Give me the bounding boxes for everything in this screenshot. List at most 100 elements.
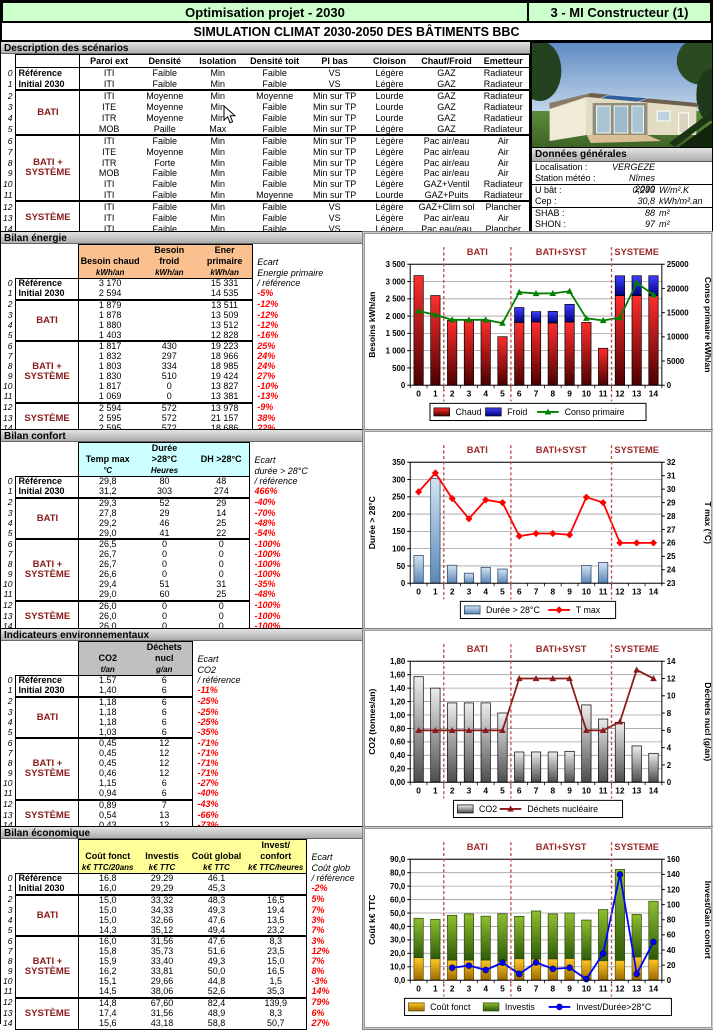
ecart-value[interactable]: -25%: [197, 707, 219, 717]
cell[interactable]: Faible: [262, 146, 287, 157]
cell[interactable]: 52: [135, 496, 193, 509]
cell[interactable]: 31,56: [150, 1008, 174, 1018]
cell[interactable]: 1 878: [77, 310, 142, 321]
cell[interactable]: [244, 872, 308, 884]
row-index[interactable]: 0: [7, 278, 13, 288]
cell[interactable]: Radiateur: [477, 102, 530, 113]
ecart-value[interactable]: 14%: [311, 986, 330, 997]
ecart-value[interactable]: -5%: [257, 288, 274, 299]
row-index[interactable]: 8: [7, 560, 13, 570]
cell[interactable]: Min: [210, 102, 225, 113]
cell[interactable]: 29: [159, 508, 170, 518]
cell[interactable]: 0: [161, 611, 167, 621]
cell[interactable]: Faible: [243, 200, 306, 214]
cell[interactable]: 16,2: [78, 967, 136, 978]
cell[interactable]: 60: [159, 589, 170, 599]
scenario-group-label[interactable]: BATI: [15, 893, 80, 937]
row-index[interactable]: 1: [7, 685, 13, 696]
cell[interactable]: 334: [161, 362, 177, 372]
row-index[interactable]: 11: [3, 788, 13, 799]
row-index[interactable]: 13: [3, 413, 13, 423]
ecart-value[interactable]: -35%: [254, 580, 276, 590]
cell[interactable]: Faible: [262, 179, 287, 190]
row-index[interactable]: 2: [7, 90, 13, 101]
cell[interactable]: 35,3: [244, 986, 308, 998]
ecart-value[interactable]: 24%: [257, 362, 276, 372]
cell[interactable]: Max: [209, 123, 227, 134]
cell[interactable]: 13,5: [244, 915, 308, 926]
cell[interactable]: 0,94: [78, 788, 136, 800]
cell[interactable]: ITI: [79, 78, 138, 91]
ecart-value[interactable]: -11%: [197, 685, 218, 696]
ecart-value[interactable]: 27%: [311, 1018, 330, 1028]
cell[interactable]: 6: [135, 685, 194, 697]
cell[interactable]: 35,73: [150, 947, 174, 957]
row-index[interactable]: 1: [7, 486, 13, 497]
cell[interactable]: 15,8: [78, 947, 136, 958]
cell[interactable]: GAZ: [437, 112, 456, 123]
ecart-value[interactable]: 24%: [257, 352, 276, 362]
cell[interactable]: Lourde: [375, 102, 404, 113]
cell[interactable]: Lourde: [375, 189, 404, 200]
row-index[interactable]: 2: [7, 497, 13, 508]
ecart-value[interactable]: 25%: [257, 341, 276, 351]
column-header[interactable]: Emetteur: [477, 54, 530, 68]
cell[interactable]: 15 331: [196, 277, 254, 289]
scenario-label[interactable]: Référence: [15, 674, 80, 686]
row-index[interactable]: 7: [7, 352, 13, 362]
ecart-value[interactable]: / référence: [257, 278, 301, 288]
ecart-value[interactable]: 38%: [257, 413, 276, 423]
cell[interactable]: 33,32: [135, 893, 188, 906]
cell[interactable]: Air: [477, 146, 530, 158]
scenario-group-label[interactable]: SYSTÈME: [15, 599, 80, 633]
cell[interactable]: Min sur TP: [312, 112, 357, 123]
ecart-value[interactable]: -2%: [311, 883, 328, 894]
row-index[interactable]: 1: [7, 883, 13, 894]
ecart-value[interactable]: -16%: [257, 330, 279, 341]
cell[interactable]: Faible: [243, 66, 306, 79]
cell[interactable]: 38,06: [150, 986, 174, 996]
row-index[interactable]: 6: [7, 341, 13, 351]
scenario-label[interactable]: Référence: [15, 872, 80, 884]
economy-table[interactable]: Coût fonct k€ TTC/20ans Investis k€ TTC Coût…: [1, 839, 362, 1030]
cell[interactable]: 1.57: [78, 674, 136, 686]
cell[interactable]: 6: [135, 788, 194, 800]
cell[interactable]: 14,3: [78, 925, 136, 937]
cell[interactable]: Faible: [152, 189, 178, 200]
row-index[interactable]: 13: [3, 213, 13, 224]
cell[interactable]: Min: [210, 78, 225, 89]
cell[interactable]: Min sur TP: [312, 102, 357, 113]
ecart-value[interactable]: -71%: [197, 759, 219, 769]
cell[interactable]: 7: [135, 798, 194, 811]
column-header[interactable]: Cloison: [363, 54, 416, 68]
cell[interactable]: 0: [161, 560, 167, 570]
cell[interactable]: 1 403: [77, 330, 142, 342]
ecart-value[interactable]: / référence: [197, 675, 241, 685]
column-header[interactable]: Besoin froid kWh/an: [141, 244, 197, 279]
cell[interactable]: 21 157: [196, 413, 254, 424]
cell[interactable]: 29.29: [135, 872, 188, 884]
cell[interactable]: 1 879: [77, 298, 142, 311]
cell[interactable]: Min sur TP: [312, 179, 357, 190]
cell[interactable]: 46.1: [187, 872, 245, 884]
column-header[interactable]: DH >28°C: [192, 442, 251, 477]
cell[interactable]: 1 830: [77, 372, 142, 383]
cell[interactable]: 0: [135, 538, 193, 551]
cell[interactable]: Min: [210, 179, 225, 190]
cell[interactable]: Min: [210, 146, 225, 157]
cell[interactable]: Légère: [363, 134, 416, 147]
scenario-label[interactable]: Référence: [15, 475, 80, 487]
cell[interactable]: Lourde: [363, 89, 416, 103]
cell[interactable]: ITI: [79, 213, 138, 224]
column-header[interactable]: Besoin chaud kWh/an: [77, 244, 142, 279]
ecart-value[interactable]: -48%: [254, 518, 276, 528]
cell[interactable]: 29,0: [78, 528, 136, 540]
scenario-label[interactable]: Initial 2030: [15, 486, 80, 498]
ecart-value[interactable]: 12%: [311, 947, 330, 957]
cell[interactable]: Min sur TP: [312, 123, 357, 134]
cell[interactable]: Faible: [262, 78, 287, 89]
ecart-value[interactable]: 27%: [257, 372, 276, 382]
row-index[interactable]: 13: [3, 1008, 13, 1018]
cell[interactable]: Min sur TP: [312, 146, 357, 157]
ecart-value[interactable]: -100%: [254, 621, 281, 631]
